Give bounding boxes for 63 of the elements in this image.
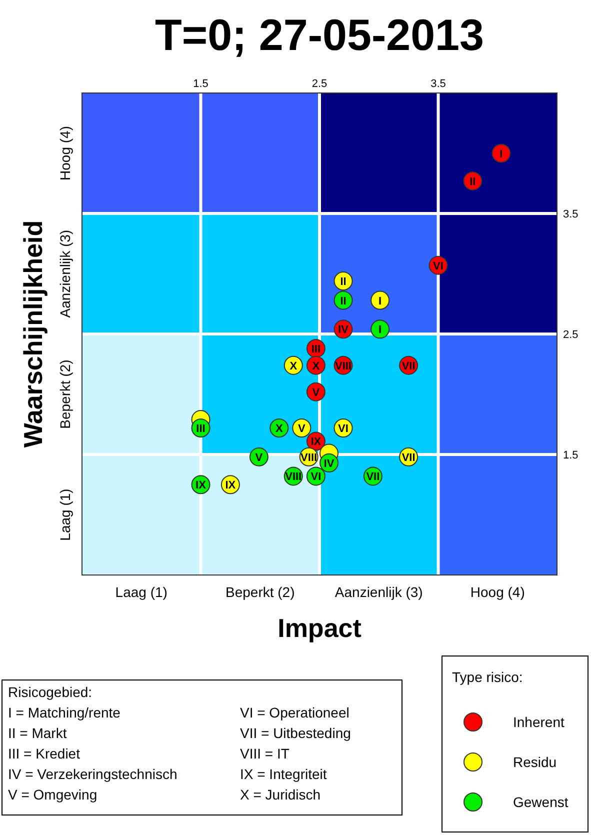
text: III = Krediet xyxy=(8,746,80,762)
data-label: V xyxy=(312,386,320,399)
data-label: I xyxy=(500,148,503,160)
legend-title: Type risico: xyxy=(452,669,523,685)
legend-label: Residu xyxy=(513,754,557,770)
x2-tick-label: 3.5 xyxy=(430,78,446,90)
data-label: VI xyxy=(433,260,444,272)
x-tick-label: Beperkt (2) xyxy=(226,584,295,600)
data-label: VIII xyxy=(300,452,318,464)
text: IX = Integriteit xyxy=(240,766,327,782)
x2-tick-label: 2.5 xyxy=(312,78,328,90)
text: VII = Uitbesteding xyxy=(240,725,351,741)
point xyxy=(370,290,390,310)
text: II = Markt xyxy=(8,725,67,741)
legend-label: Inherent xyxy=(513,714,564,730)
data-label: X xyxy=(275,422,284,435)
data-label: VII xyxy=(402,452,416,464)
point xyxy=(492,144,511,163)
legend-label: Gewenst xyxy=(513,794,568,810)
data-label: VIII xyxy=(285,471,302,484)
data-label: I xyxy=(378,324,382,336)
data-label: III xyxy=(196,422,206,435)
y-tick-label: Hoog (4) xyxy=(57,126,73,180)
data-label: VI xyxy=(310,471,322,484)
data-label: III xyxy=(311,343,321,356)
data-label: VI xyxy=(338,422,348,435)
y2-tick-label: 2.5 xyxy=(563,329,578,341)
data-label: IX xyxy=(310,436,322,448)
data-label: V xyxy=(298,422,306,435)
data-label: X xyxy=(312,360,320,372)
y-tick-label: Aanzienlijk (3) xyxy=(57,230,73,318)
x-tick-label: Hoog (4) xyxy=(470,584,525,600)
data-label: X xyxy=(290,360,298,372)
text: X = Juridisch xyxy=(240,786,321,802)
text: I = Matching/rente xyxy=(8,704,121,720)
y-tick-label: Laag (1) xyxy=(57,488,73,541)
y-tick-label: Beperkt (2) xyxy=(57,360,73,429)
data-label: I xyxy=(378,295,382,308)
data-label: II xyxy=(340,295,346,308)
data-label: IX xyxy=(196,480,207,492)
text: V = Omgeving xyxy=(8,786,98,802)
x-tick-label: Laag (1) xyxy=(115,584,168,600)
text: VIII = IT xyxy=(240,746,290,762)
point xyxy=(370,320,390,339)
x-tick-label: Aanzienlijk (3) xyxy=(334,584,423,600)
x2-tick-label: 1.5 xyxy=(193,78,208,90)
y2-tick-label: 3.5 xyxy=(563,208,578,220)
chart-title: T=0; 27-05-2013 xyxy=(155,11,484,60)
data-label: IX xyxy=(225,480,236,492)
data-label: VII xyxy=(366,471,380,484)
data-label: VII xyxy=(402,360,416,372)
data-label: VIII xyxy=(334,360,352,372)
data-label: V xyxy=(255,452,264,464)
y-axis-title: Waarschijnlijkheid xyxy=(18,220,48,448)
y2-tick-label: 1.5 xyxy=(563,450,578,462)
text: Risicogebied: xyxy=(8,684,92,700)
data-label: II xyxy=(340,276,346,288)
text: VI = Operationeel xyxy=(240,704,350,720)
data-label: IV xyxy=(338,324,350,336)
text: IV = Verzekeringstechnisch xyxy=(8,766,178,782)
x-axis-title: Impact xyxy=(278,613,362,643)
data-label: IV xyxy=(324,458,335,470)
data-label: II xyxy=(470,176,476,188)
